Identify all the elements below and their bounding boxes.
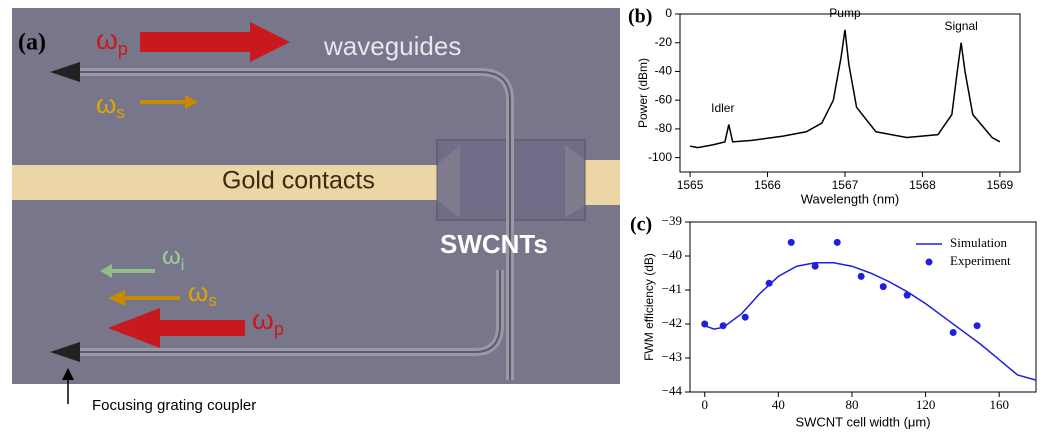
data-line: [704, 262, 1037, 381]
signal-arrow: [108, 290, 180, 306]
y-tick-label: -60: [655, 92, 673, 106]
data-point: [741, 313, 749, 321]
y-tick-label: −41: [662, 281, 682, 296]
x-tick-label: 40: [772, 397, 785, 412]
x-tick-label: 80: [845, 397, 858, 412]
gold-label: Gold contacts: [222, 167, 375, 195]
y-tick-label: 0: [665, 6, 672, 20]
x-tick-label: 120: [916, 397, 936, 412]
data-point: [811, 262, 819, 270]
legend-swatch: [925, 258, 933, 266]
x-tick-label: 1567: [832, 178, 859, 192]
pump-arrow: [140, 22, 290, 62]
data-point: [973, 322, 981, 330]
omega-label: ωp: [252, 304, 284, 338]
y-tick-label: -100: [648, 150, 672, 164]
x-tick-label: 1565: [677, 178, 704, 192]
x-tick-label: 0: [701, 397, 708, 412]
annotation: Pump: [829, 6, 861, 20]
y-tick-label: −39: [662, 213, 682, 228]
data-point: [857, 272, 865, 280]
idler-arrow: [100, 264, 155, 278]
pointer-arrow-head: [62, 368, 74, 380]
y-tick-label: −40: [662, 247, 682, 262]
plot-frame: [689, 221, 1037, 393]
annotation: Idler: [711, 101, 734, 115]
omega-label: ωs: [96, 89, 125, 123]
panel-label: (b): [628, 6, 652, 28]
data-point: [833, 238, 841, 246]
x-axis-label: SWCNT cell width (μm): [795, 414, 930, 429]
caption: Focusing grating coupler: [92, 397, 256, 414]
waveguide: [80, 270, 501, 353]
y-tick-label: -80: [655, 121, 673, 135]
data-point: [949, 329, 957, 336]
x-axis-label: Wavelength (nm): [801, 191, 900, 206]
data-point: [701, 320, 709, 328]
micrograph: (a) waveguides Gold contacts SWCNTs ωp ω…: [12, 8, 620, 414]
y-tick-label: -20: [655, 35, 673, 49]
waveguides-label: waveguides: [323, 31, 461, 61]
annotation: Signal: [944, 19, 977, 33]
data-line: [689, 29, 1001, 149]
grating-coupler: [50, 342, 80, 362]
x-tick-label: 1566: [754, 178, 781, 192]
data-point: [787, 238, 795, 246]
omega-label: ωp: [96, 24, 128, 58]
x-tick-label: 1569: [987, 178, 1014, 192]
panel-label: (a): [18, 30, 46, 56]
panel-label: (c): [630, 214, 652, 236]
legend-label: Experiment: [950, 253, 1011, 268]
y-axis-label: FWM efficiency (dB): [642, 253, 656, 361]
data-point: [879, 283, 887, 291]
signal-arrow: [140, 95, 198, 109]
waveguide: [80, 71, 511, 380]
grating-coupler: [50, 62, 80, 82]
gold-contact: [12, 145, 460, 218]
legend-label: Simulation: [950, 235, 1008, 250]
y-axis-label: Power (dBm): [636, 58, 650, 128]
y-tick-label: -40: [655, 64, 673, 78]
y-tick-label: −42: [662, 315, 682, 330]
plot-frame: [679, 13, 1021, 173]
omega-label: ωi: [162, 243, 184, 274]
data-point: [719, 322, 727, 330]
data-point: [903, 291, 911, 299]
swcnt-label: SWCNTs: [440, 229, 548, 259]
y-tick-label: −43: [662, 349, 682, 364]
x-tick-label: 160: [989, 397, 1009, 412]
y-tick-label: −44: [662, 383, 683, 398]
pump-arrow: [108, 308, 245, 348]
omega-label: ωs: [188, 277, 217, 311]
data-point: [765, 279, 773, 287]
x-tick-label: 1568: [909, 178, 936, 192]
